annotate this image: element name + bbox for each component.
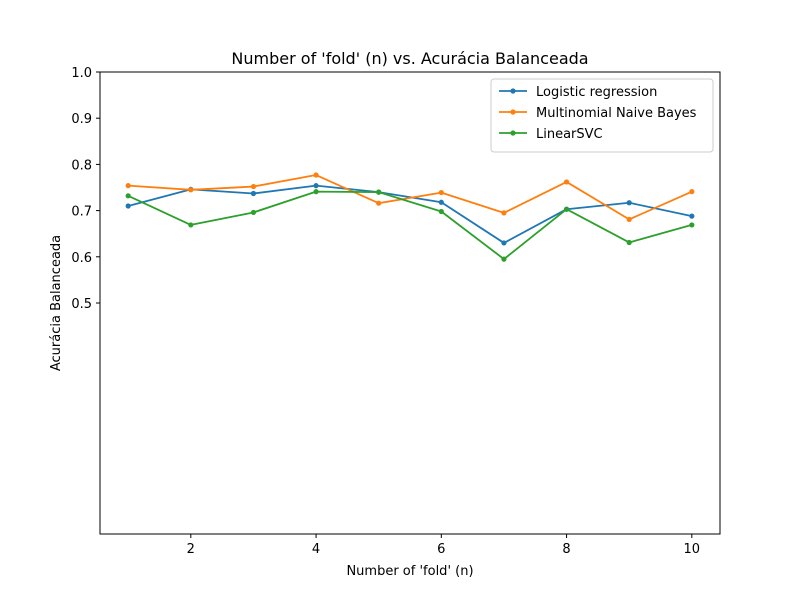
data-point [125, 183, 131, 189]
data-point [438, 199, 444, 205]
x-tick-label: 2 [187, 542, 195, 557]
legend-marker [510, 109, 516, 115]
series-line [127, 190, 693, 261]
data-point [438, 208, 444, 215]
legend: Logistic regression Multinomial Naive Bay… [490, 78, 714, 153]
data-point [626, 239, 632, 246]
y-tick-label: 0.8 [71, 158, 92, 173]
x-axis-label: Number of 'fold' (n) [346, 564, 473, 579]
data-point [501, 256, 507, 262]
legend-item: LinearSVC [499, 127, 603, 142]
y-axis-label: Acurácia Balanceada [49, 235, 64, 371]
legend-label: Logistic regression [536, 85, 657, 100]
x-tick-label: 6 [437, 542, 445, 557]
data-point [376, 200, 382, 206]
x-tick-label: 10 [684, 542, 701, 557]
data-point [563, 179, 570, 185]
x-axis: 2 4 6 8 10 [187, 534, 700, 557]
data-point [376, 189, 382, 195]
data-point [563, 206, 570, 212]
data-point [250, 183, 257, 190]
legend-item: Multinomial Naive Bayes [499, 106, 697, 121]
legend-box [490, 78, 714, 153]
data-point [626, 200, 632, 206]
data-point [188, 187, 194, 193]
series-1 [125, 172, 695, 222]
data-point [188, 222, 194, 228]
data-point [313, 189, 319, 195]
x-tick-label: 4 [312, 542, 320, 557]
series-2 [125, 189, 695, 262]
legend-label: Multinomial Naive Bayes [536, 106, 697, 121]
data-point [313, 172, 319, 178]
data-point [125, 193, 131, 199]
data-point [250, 209, 257, 216]
legend-marker [510, 88, 516, 94]
y-axis: 0.5 0.6 0.7 0.8 0.9 1.0 [71, 66, 100, 312]
y-tick-label: 0.9 [71, 112, 92, 127]
legend-marker [510, 130, 516, 136]
data-point [689, 213, 695, 219]
y-tick-label: 0.5 [71, 297, 92, 312]
legend-label: LinearSVC [536, 127, 603, 142]
data-point [689, 222, 695, 228]
series-line [128, 174, 693, 221]
data-point [501, 210, 507, 216]
y-tick-label: 0.7 [71, 205, 92, 220]
data-point [626, 216, 632, 222]
y-tick-label: 1.0 [71, 66, 92, 81]
legend-item: Logistic regression [499, 85, 657, 100]
chart-title: Number of 'fold' (n) vs. Acurácia Balanc… [231, 49, 588, 68]
data-point [689, 189, 695, 195]
data-point [250, 190, 257, 197]
y-tick-label: 0.6 [71, 251, 92, 266]
data-point [438, 189, 444, 196]
data-point [501, 240, 507, 246]
data-point [313, 183, 319, 189]
series-layer [125, 172, 695, 262]
data-point [125, 203, 131, 209]
x-tick-label: 8 [562, 542, 570, 557]
